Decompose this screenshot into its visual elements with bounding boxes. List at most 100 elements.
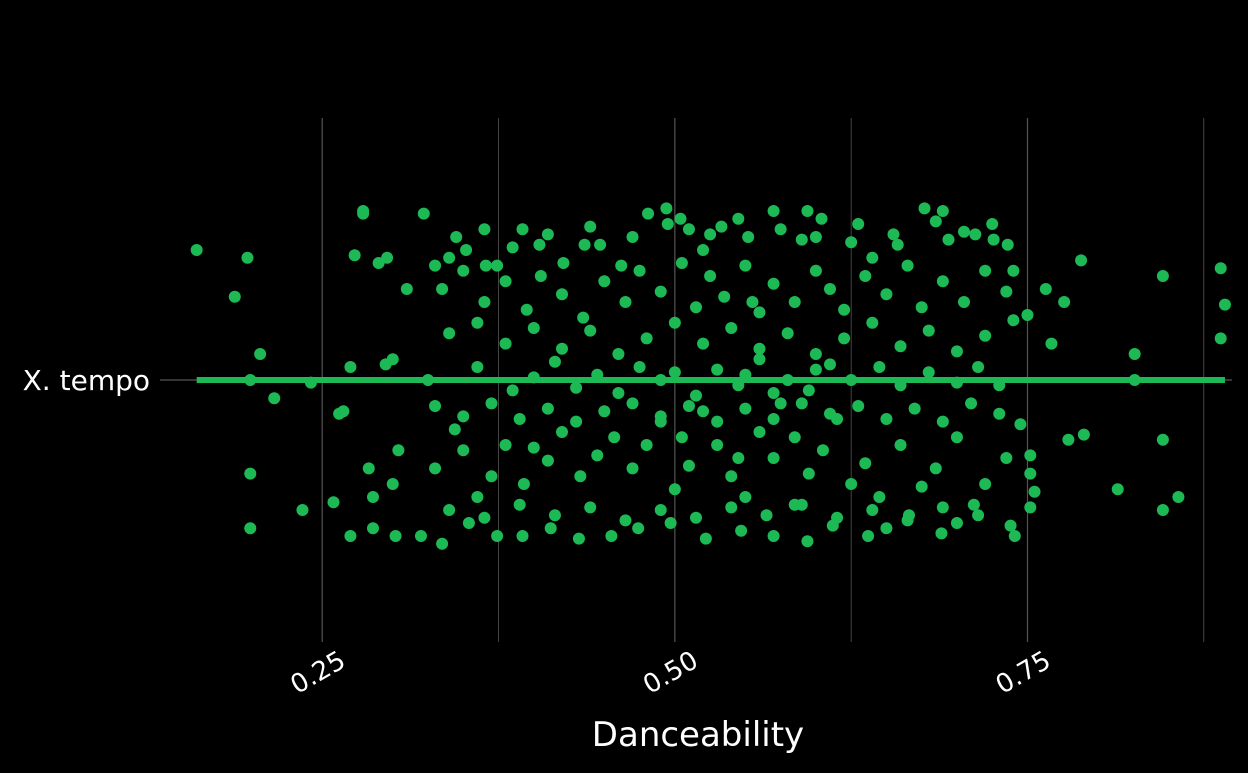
data-point [457,444,470,457]
data-point [801,205,814,217]
data-point [935,527,948,540]
data-point [296,504,309,516]
points [190,202,1231,550]
data-point [668,366,681,379]
data-point [781,327,794,340]
data-point [767,452,780,464]
data-point [544,522,557,535]
data-point [774,223,787,236]
data-point [1000,452,1013,464]
data-point [1077,428,1090,441]
data-point [711,363,724,376]
data-point [816,444,829,457]
data-point [967,498,980,511]
data-point [485,470,498,483]
data-point [1111,483,1124,496]
data-point [457,264,470,277]
data-point [950,431,963,444]
data-point [640,332,653,345]
data-point [1045,337,1058,350]
data-point [1024,467,1037,480]
data-point [1008,530,1021,542]
data-point [654,285,667,298]
data-point [979,329,992,342]
data-point [711,439,724,451]
data-point [795,397,808,410]
data-point [767,277,780,290]
data-point [516,530,529,542]
data-point [739,259,752,272]
data-point [572,532,585,545]
data-point [244,467,257,480]
data-point [429,259,442,272]
data-point [815,212,828,225]
data-point [862,530,875,542]
data-point [838,303,851,316]
data-point [478,511,491,524]
data-point [386,353,399,366]
data-point [866,316,879,329]
data-point [753,306,766,319]
data-point [626,397,639,410]
data-point [866,504,879,516]
data-point [244,522,257,535]
data-point [690,511,702,524]
data-point [1075,254,1088,267]
data-point [1001,238,1014,251]
data-point [478,296,491,308]
data-point [675,257,688,269]
data-point [594,238,607,251]
data-point [527,322,540,334]
data-point [541,454,554,467]
data-point [682,459,695,472]
data-point [462,517,475,529]
data-point [556,288,568,301]
data-point [626,462,639,475]
data-point [654,504,667,516]
data-point [557,257,570,269]
data-point [690,389,702,402]
data-point [753,342,766,355]
data-point [950,517,963,529]
data-point [880,522,893,535]
data-point [739,402,752,415]
data-point [241,251,254,264]
data-point [675,431,688,444]
data-point [873,361,886,373]
data-point [633,264,646,277]
data-point [894,439,907,451]
data-point [491,530,504,542]
data-point [1028,485,1041,498]
data-point [357,207,370,220]
data-point [429,400,442,412]
data-point [802,467,815,480]
data-point [541,228,554,241]
data-point [1021,309,1034,321]
data-point [788,498,801,511]
data-point [887,228,900,241]
data-point [577,311,590,324]
data-point [880,288,893,301]
data-point [697,337,710,350]
data-point [460,244,473,256]
data-point [533,238,546,251]
data-point [386,478,399,490]
data-point [344,361,357,373]
data-point [891,238,904,251]
data-point [362,462,375,475]
data-point [742,231,755,243]
data-point [725,470,738,483]
data-point [1024,501,1037,514]
data-point [400,283,413,295]
x-axis-title: Danceability [592,715,804,755]
data-point [436,283,449,295]
data-point [516,223,529,236]
data-point [936,415,949,428]
data-point [739,491,752,503]
data-point [499,439,512,451]
data-point [690,301,702,314]
data-point [711,415,724,428]
data-point [915,480,928,493]
data-point [753,353,766,366]
